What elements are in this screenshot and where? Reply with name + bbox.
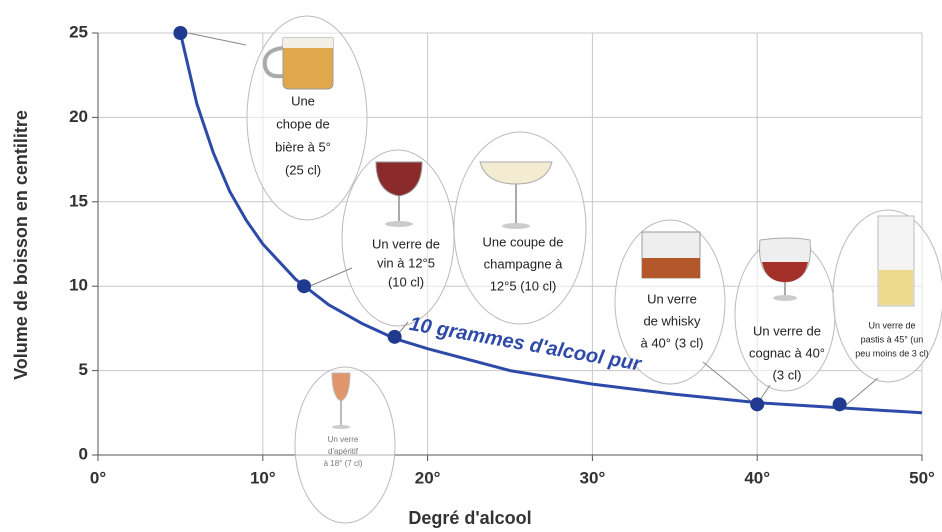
annotation-text: Une [291,93,315,108]
annotation-text: (25 cl) [285,162,321,177]
chart: Degré d'alcool Volume de boisson en cent… [0,0,942,532]
x-tick-label: 10° [250,468,276,487]
annotation-text: Un verre [647,291,697,306]
annotation-text: peu moins de 3 cl) [855,348,929,358]
annotation-text: Un verre de [753,323,821,338]
leader-line [846,378,878,405]
annotation-text: (3 cl) [773,367,802,382]
annotation-text: Un verre [328,435,359,444]
annotation-text: bière à 5° [275,139,331,154]
annotation-text: d'apéritif [328,447,359,456]
data-point [750,397,764,411]
y-tick-label: 20 [69,107,88,126]
leader-line [703,362,752,402]
annotation-text: à 18° (7 cl) [324,459,363,468]
data-point [388,330,402,344]
annotation-text: de whisky [643,313,701,328]
x-tick-label: 40° [744,468,770,487]
y-tick-label: 10 [69,276,88,295]
annotation-text: Un verre de [868,320,915,330]
annotation-text: à 40° (3 cl) [640,335,703,350]
x-tick-label: 30° [580,468,606,487]
y-tick-label: 0 [79,444,88,463]
y-axis-title: Volume de boisson en centilitre [11,110,31,380]
annotation-text: cognac à 40° [749,345,825,360]
leader-line [188,33,246,45]
annotation-text: pastis à 45° (un [861,334,924,344]
leader-line [310,268,352,286]
y-tick-label: 25 [69,22,88,41]
data-point [297,279,311,293]
x-tick-label: 20° [415,468,441,487]
data-point [833,397,847,411]
x-axis-title: Degré d'alcool [408,508,531,528]
annotation-text: champagne à [484,256,564,271]
x-tick-label: 0° [90,468,106,487]
whisky-glass [642,232,700,278]
y-tick-label: 5 [79,360,88,379]
data-point [173,26,187,40]
x-tick-label: 50° [909,468,935,487]
annotation-text: vin à 12°5 [377,255,435,270]
pastis-glass [878,216,914,306]
annotation-text: Un verre de [372,236,440,251]
annotation-text: Une coupe de [483,234,564,249]
annotation-text: 12°5 (10 cl) [490,278,557,293]
annotation-text: (10 cl) [388,274,424,289]
annotation-text: chope de [276,116,330,131]
y-tick-label: 15 [69,191,88,210]
